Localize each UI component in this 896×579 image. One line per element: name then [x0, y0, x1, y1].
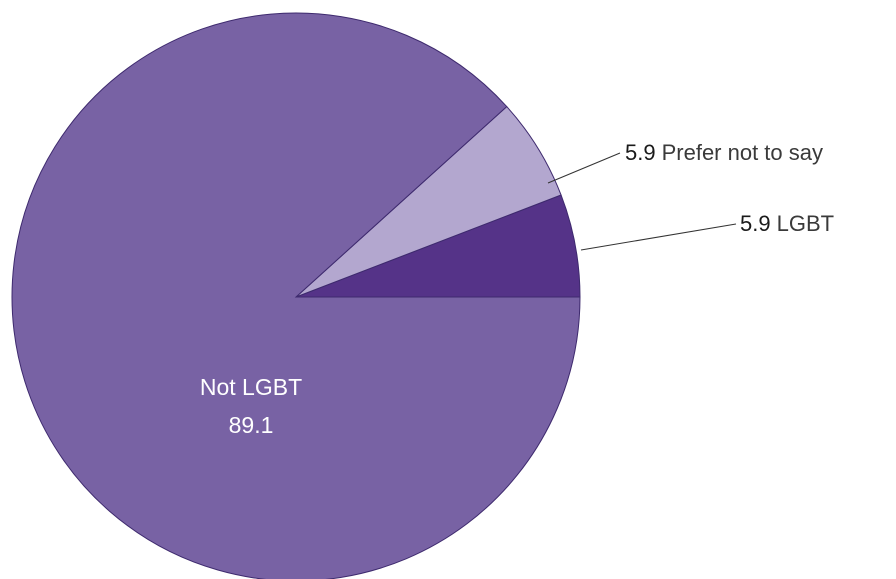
label-not-lgbt-value: 89.1 [229, 412, 274, 438]
label-lgbt-value: 5.9 [740, 211, 771, 236]
pie-slices [11, 12, 581, 579]
label-lgbt-name: LGBT [777, 211, 834, 236]
pie-slice-not-lgbt [11, 12, 581, 579]
label-not-lgbt-name: Not LGBT [200, 374, 302, 400]
label-prefer-not-to-say: 5.9 Prefer not to say [625, 140, 823, 165]
label-prefer-not-to-say-name: Prefer not to say [662, 140, 823, 165]
leader-line-lgbt [580, 223, 737, 251]
label-lgbt: 5.9 LGBT [740, 211, 834, 236]
leader-line-prefer-not-to-say [547, 152, 621, 184]
label-prefer-not-to-say-value: 5.9 [625, 140, 656, 165]
